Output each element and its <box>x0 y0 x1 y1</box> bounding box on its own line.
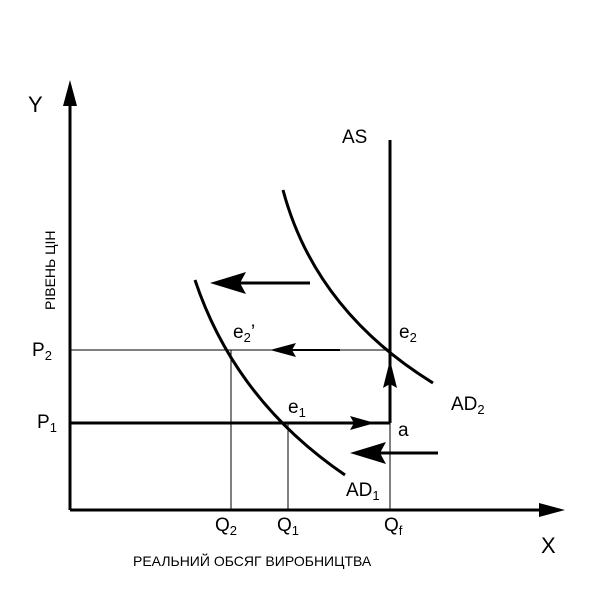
ad2-curve <box>281 189 434 385</box>
as-label: AS <box>342 127 367 148</box>
ad1-curve <box>193 279 346 477</box>
move-left-arrow-p2 <box>270 343 340 357</box>
move-right-arrow-p1 <box>320 416 375 430</box>
move-up-arrow-as <box>383 360 397 388</box>
y-axis-arrowhead <box>63 80 77 106</box>
p1-label: P1 <box>37 412 57 435</box>
shift-left-arrow-upper <box>210 272 310 294</box>
x-axis-arrowhead <box>539 503 565 517</box>
e1-label: e1 <box>288 397 306 420</box>
q1-label: Q1 <box>277 515 299 538</box>
x-axis-name: X <box>541 533 556 558</box>
ad2-label: AD2 <box>451 394 485 417</box>
e2-prime-label: e2’ <box>233 322 255 345</box>
y-axis-name: Y <box>28 92 43 117</box>
point-a-label: a <box>398 420 409 441</box>
p2-label: P2 <box>32 340 52 363</box>
ad1-label: AD1 <box>346 480 380 503</box>
q2-label: Q2 <box>215 515 237 538</box>
x-axis-title: РЕАЛЬНИЙ ОБСЯГ ВИРОБНИЦТВА <box>133 552 372 569</box>
y-axis-title: РІВЕНЬ ЦІН <box>42 231 58 310</box>
e2-label: e2 <box>399 322 417 345</box>
qf-label: Qf <box>384 515 403 538</box>
shift-left-arrow-lower <box>350 442 438 464</box>
